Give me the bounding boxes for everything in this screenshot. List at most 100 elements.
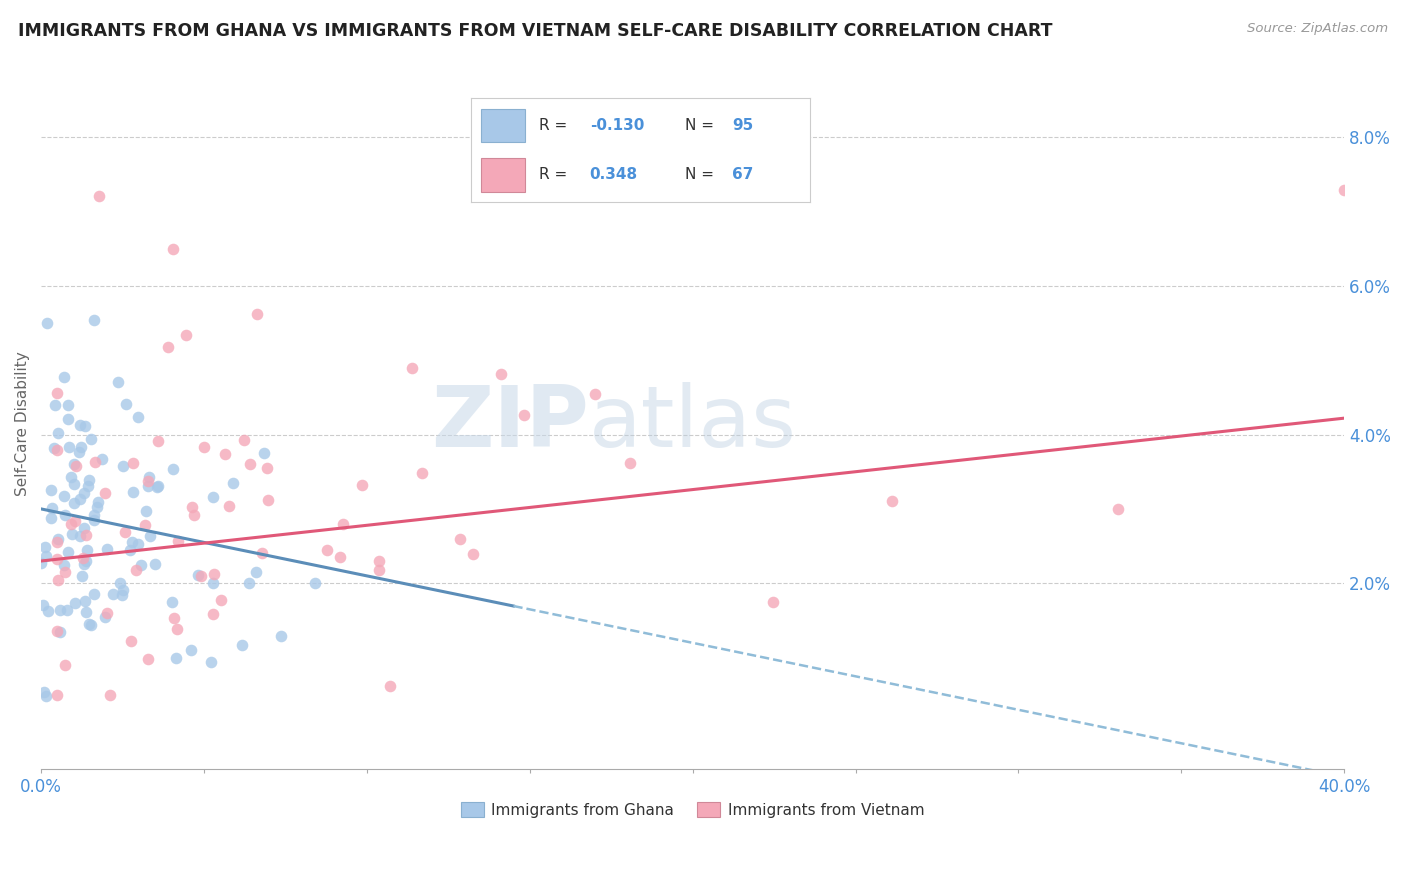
Point bbox=[49, 624, 72, 639]
Point bbox=[233, 433, 256, 447]
Text: ZIP: ZIP bbox=[430, 382, 588, 465]
Point bbox=[135, 504, 157, 518]
Point bbox=[67, 445, 90, 459]
Point bbox=[316, 542, 339, 557]
Point bbox=[96, 542, 118, 557]
Point bbox=[58, 440, 80, 454]
Point bbox=[39, 511, 62, 525]
Point bbox=[83, 455, 105, 469]
Point bbox=[46, 688, 69, 702]
Point bbox=[35, 316, 58, 330]
Point bbox=[136, 474, 159, 488]
Point bbox=[60, 526, 83, 541]
Point bbox=[49, 603, 72, 617]
Point bbox=[238, 576, 260, 591]
Point bbox=[46, 624, 69, 638]
Point bbox=[136, 651, 159, 665]
Point bbox=[46, 443, 69, 458]
Point bbox=[83, 587, 105, 601]
Point bbox=[270, 629, 292, 643]
Point bbox=[94, 610, 117, 624]
Point bbox=[162, 242, 184, 256]
Point bbox=[56, 412, 79, 426]
Point bbox=[83, 313, 105, 327]
Point bbox=[63, 514, 86, 528]
Point bbox=[162, 461, 184, 475]
Point bbox=[75, 528, 97, 542]
Point bbox=[214, 447, 236, 461]
Point bbox=[146, 479, 169, 493]
Point bbox=[80, 432, 103, 446]
Point bbox=[246, 307, 269, 321]
Point bbox=[143, 558, 166, 572]
Point bbox=[1333, 183, 1355, 197]
Point bbox=[138, 529, 160, 543]
Point bbox=[329, 549, 352, 564]
Point bbox=[148, 434, 170, 448]
Point bbox=[449, 533, 471, 547]
Point bbox=[880, 493, 903, 508]
Point bbox=[32, 685, 55, 699]
Point bbox=[60, 516, 83, 531]
Point bbox=[190, 569, 212, 583]
Point bbox=[619, 456, 641, 470]
Point bbox=[42, 441, 65, 455]
Point bbox=[63, 496, 86, 510]
Point bbox=[53, 558, 76, 573]
Point bbox=[202, 567, 225, 582]
Text: IMMIGRANTS FROM GHANA VS IMMIGRANTS FROM VIETNAM SELF-CARE DISABILITY CORRELATIO: IMMIGRANTS FROM GHANA VS IMMIGRANTS FROM… bbox=[18, 22, 1053, 40]
Point bbox=[118, 542, 141, 557]
Point bbox=[107, 376, 129, 390]
Point bbox=[46, 535, 69, 549]
Point bbox=[76, 479, 98, 493]
Point bbox=[401, 360, 423, 375]
Point bbox=[352, 477, 374, 491]
Point bbox=[73, 486, 96, 500]
Point bbox=[160, 595, 183, 609]
Point bbox=[163, 611, 186, 625]
Point bbox=[124, 563, 146, 577]
Text: Source: ZipAtlas.com: Source: ZipAtlas.com bbox=[1247, 22, 1388, 36]
Point bbox=[122, 457, 145, 471]
Point bbox=[94, 485, 117, 500]
Point bbox=[53, 489, 76, 503]
Point bbox=[411, 466, 433, 480]
Point bbox=[138, 470, 160, 484]
Point bbox=[193, 440, 215, 454]
Point bbox=[30, 556, 52, 570]
Point bbox=[222, 476, 245, 491]
Point bbox=[62, 477, 84, 491]
Point bbox=[111, 458, 134, 473]
Point bbox=[83, 508, 105, 522]
Point bbox=[103, 587, 125, 601]
Point bbox=[136, 479, 159, 493]
Point bbox=[252, 545, 274, 559]
Point bbox=[69, 529, 91, 543]
Point bbox=[53, 657, 76, 672]
Point bbox=[76, 542, 98, 557]
Point bbox=[46, 551, 69, 566]
Point bbox=[187, 568, 209, 582]
Point bbox=[70, 440, 93, 454]
Point bbox=[75, 593, 97, 607]
Point bbox=[72, 550, 94, 565]
Point bbox=[32, 599, 55, 613]
Point bbox=[46, 426, 69, 441]
Point bbox=[46, 386, 69, 401]
Point bbox=[167, 534, 190, 549]
Point bbox=[122, 485, 145, 500]
Point bbox=[165, 651, 187, 665]
Point bbox=[256, 492, 278, 507]
Point bbox=[63, 457, 86, 471]
Point bbox=[80, 618, 103, 632]
Point bbox=[231, 638, 253, 652]
Point bbox=[110, 575, 132, 590]
Point bbox=[512, 408, 534, 422]
Point bbox=[35, 689, 58, 703]
Point bbox=[120, 634, 142, 648]
Point bbox=[55, 565, 77, 579]
Point bbox=[180, 643, 202, 657]
Point bbox=[127, 409, 149, 424]
Point bbox=[378, 679, 401, 693]
Point bbox=[77, 473, 100, 487]
